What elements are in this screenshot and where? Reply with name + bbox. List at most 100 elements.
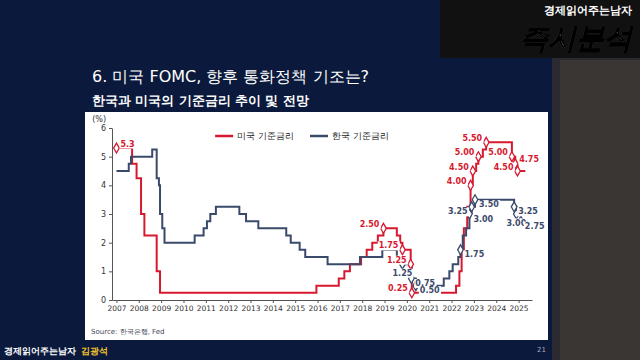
x-tick-label: 2009: [152, 304, 171, 313]
x-tick-mark: [161, 300, 162, 303]
x-tick: 2013: [241, 300, 260, 313]
x-tick-label: 2020: [398, 304, 417, 313]
x-tick-mark: [139, 300, 140, 303]
x-tick-mark: [474, 300, 475, 303]
x-tick-label: 2014: [264, 304, 283, 313]
x-tick-label: 2013: [241, 304, 260, 313]
y-tick-mark: [109, 214, 112, 215]
x-tick: 2023: [465, 300, 484, 313]
data-label-group: 0.25: [387, 284, 409, 293]
label-patch: [493, 163, 515, 172]
x-tick: 2024: [487, 300, 506, 313]
label-patch: [454, 148, 476, 157]
x-axis-line: [113, 300, 533, 301]
label-patch: [447, 207, 469, 216]
x-tick: 2007: [107, 300, 126, 313]
y-axis-title: (%): [92, 115, 106, 124]
legend-swatch: [310, 135, 328, 138]
plot-markers: [114, 137, 524, 297]
data-label-group: 4.50: [448, 163, 470, 172]
footer-name: 김광석: [81, 346, 108, 356]
data-label: 4.75: [519, 155, 539, 164]
x-tick-mark: [385, 300, 386, 303]
data-label-group: 4.75: [518, 155, 540, 164]
x-tick-mark: [295, 300, 296, 303]
data-label-group: 1.75: [464, 250, 486, 259]
data-label-group: 4.00: [446, 177, 468, 186]
show-logo: 즉시분석: [520, 22, 634, 55]
y-tick-label: 5: [101, 153, 106, 162]
series-marker: [458, 245, 464, 255]
data-label-group: 4.50: [493, 163, 515, 172]
x-tick-mark: [496, 300, 497, 303]
series-marker: [381, 223, 387, 233]
series-line: [116, 142, 525, 293]
y-tick: 4: [101, 181, 112, 190]
x-tick-mark: [429, 300, 430, 303]
x-tick: 2022: [443, 300, 462, 313]
page-number: 21: [537, 346, 546, 354]
y-tick-label: 4: [101, 181, 106, 190]
series-line: [116, 150, 527, 286]
series-marker: [472, 195, 478, 205]
x-tick: 2014: [264, 300, 283, 313]
x-tick-label: 2010: [174, 304, 193, 313]
plot-lines: [116, 142, 527, 293]
label-patch: [524, 222, 546, 231]
x-tick: 2009: [152, 300, 171, 313]
y-tick-mark: [109, 271, 112, 272]
data-labels: 5.32.501.751.250.254.004.505.005.505.004…: [119, 134, 546, 295]
x-tick: 2019: [376, 300, 395, 313]
data-label-group: 1.75: [378, 241, 400, 250]
x-tick-mark: [116, 300, 117, 303]
x-tick-label: 2022: [443, 304, 462, 313]
x-tick: 2025: [510, 300, 529, 313]
data-label: 5.00: [488, 148, 508, 157]
y-tick-mark: [109, 157, 112, 158]
series-marker: [515, 166, 521, 176]
label-patch: [461, 134, 483, 143]
x-tick-label: 2025: [510, 304, 529, 313]
source-note: Source: 한국은행, Fed: [91, 328, 164, 336]
label-patch: [446, 177, 468, 186]
x-tick-mark: [228, 300, 229, 303]
label-patch: [518, 155, 540, 164]
x-tick-mark: [273, 300, 274, 303]
label-patch: [359, 220, 381, 229]
x-tick-label: 2016: [308, 304, 327, 313]
data-label-group: 1.25: [392, 269, 414, 278]
series-marker: [476, 152, 482, 162]
data-label-group: 5.00: [454, 148, 476, 157]
data-label: 1.25: [387, 256, 407, 265]
data-label: 2.75: [525, 222, 545, 231]
data-label: 2.50: [360, 220, 380, 229]
label-patch: [487, 148, 509, 157]
data-label: 3.00: [473, 215, 493, 224]
x-tick-label: 2018: [353, 304, 372, 313]
data-label: 1.75: [465, 250, 485, 259]
y-tick: 2: [101, 239, 112, 248]
x-tick-label: 2024: [487, 304, 506, 313]
channel-logo: 경제읽어주는남자: [544, 4, 632, 17]
x-tick: 2016: [308, 300, 327, 313]
label-patch: [378, 241, 400, 250]
x-tick-mark: [206, 300, 207, 303]
x-tick: 2010: [174, 300, 193, 313]
footer-channel: 경제읽어주는남자: [4, 346, 76, 356]
x-tick-mark: [340, 300, 341, 303]
legend-swatch: [215, 135, 233, 138]
data-label-group: 2.50: [359, 220, 381, 229]
label-patch: [419, 286, 441, 295]
top-strip: [440, 0, 640, 58]
label-patch: [517, 207, 539, 216]
x-tick-label: 2012: [219, 304, 238, 313]
data-label-group: 2.75: [524, 222, 546, 231]
label-patch: [119, 140, 135, 149]
data-label: 5.00: [455, 148, 475, 157]
label-patch: [464, 250, 486, 259]
room-shelf: [560, 60, 640, 360]
x-tick-label: 2017: [331, 304, 350, 313]
y-tick-label: 2: [101, 239, 106, 248]
series-marker: [114, 143, 120, 153]
data-label: 4.50: [449, 163, 469, 172]
